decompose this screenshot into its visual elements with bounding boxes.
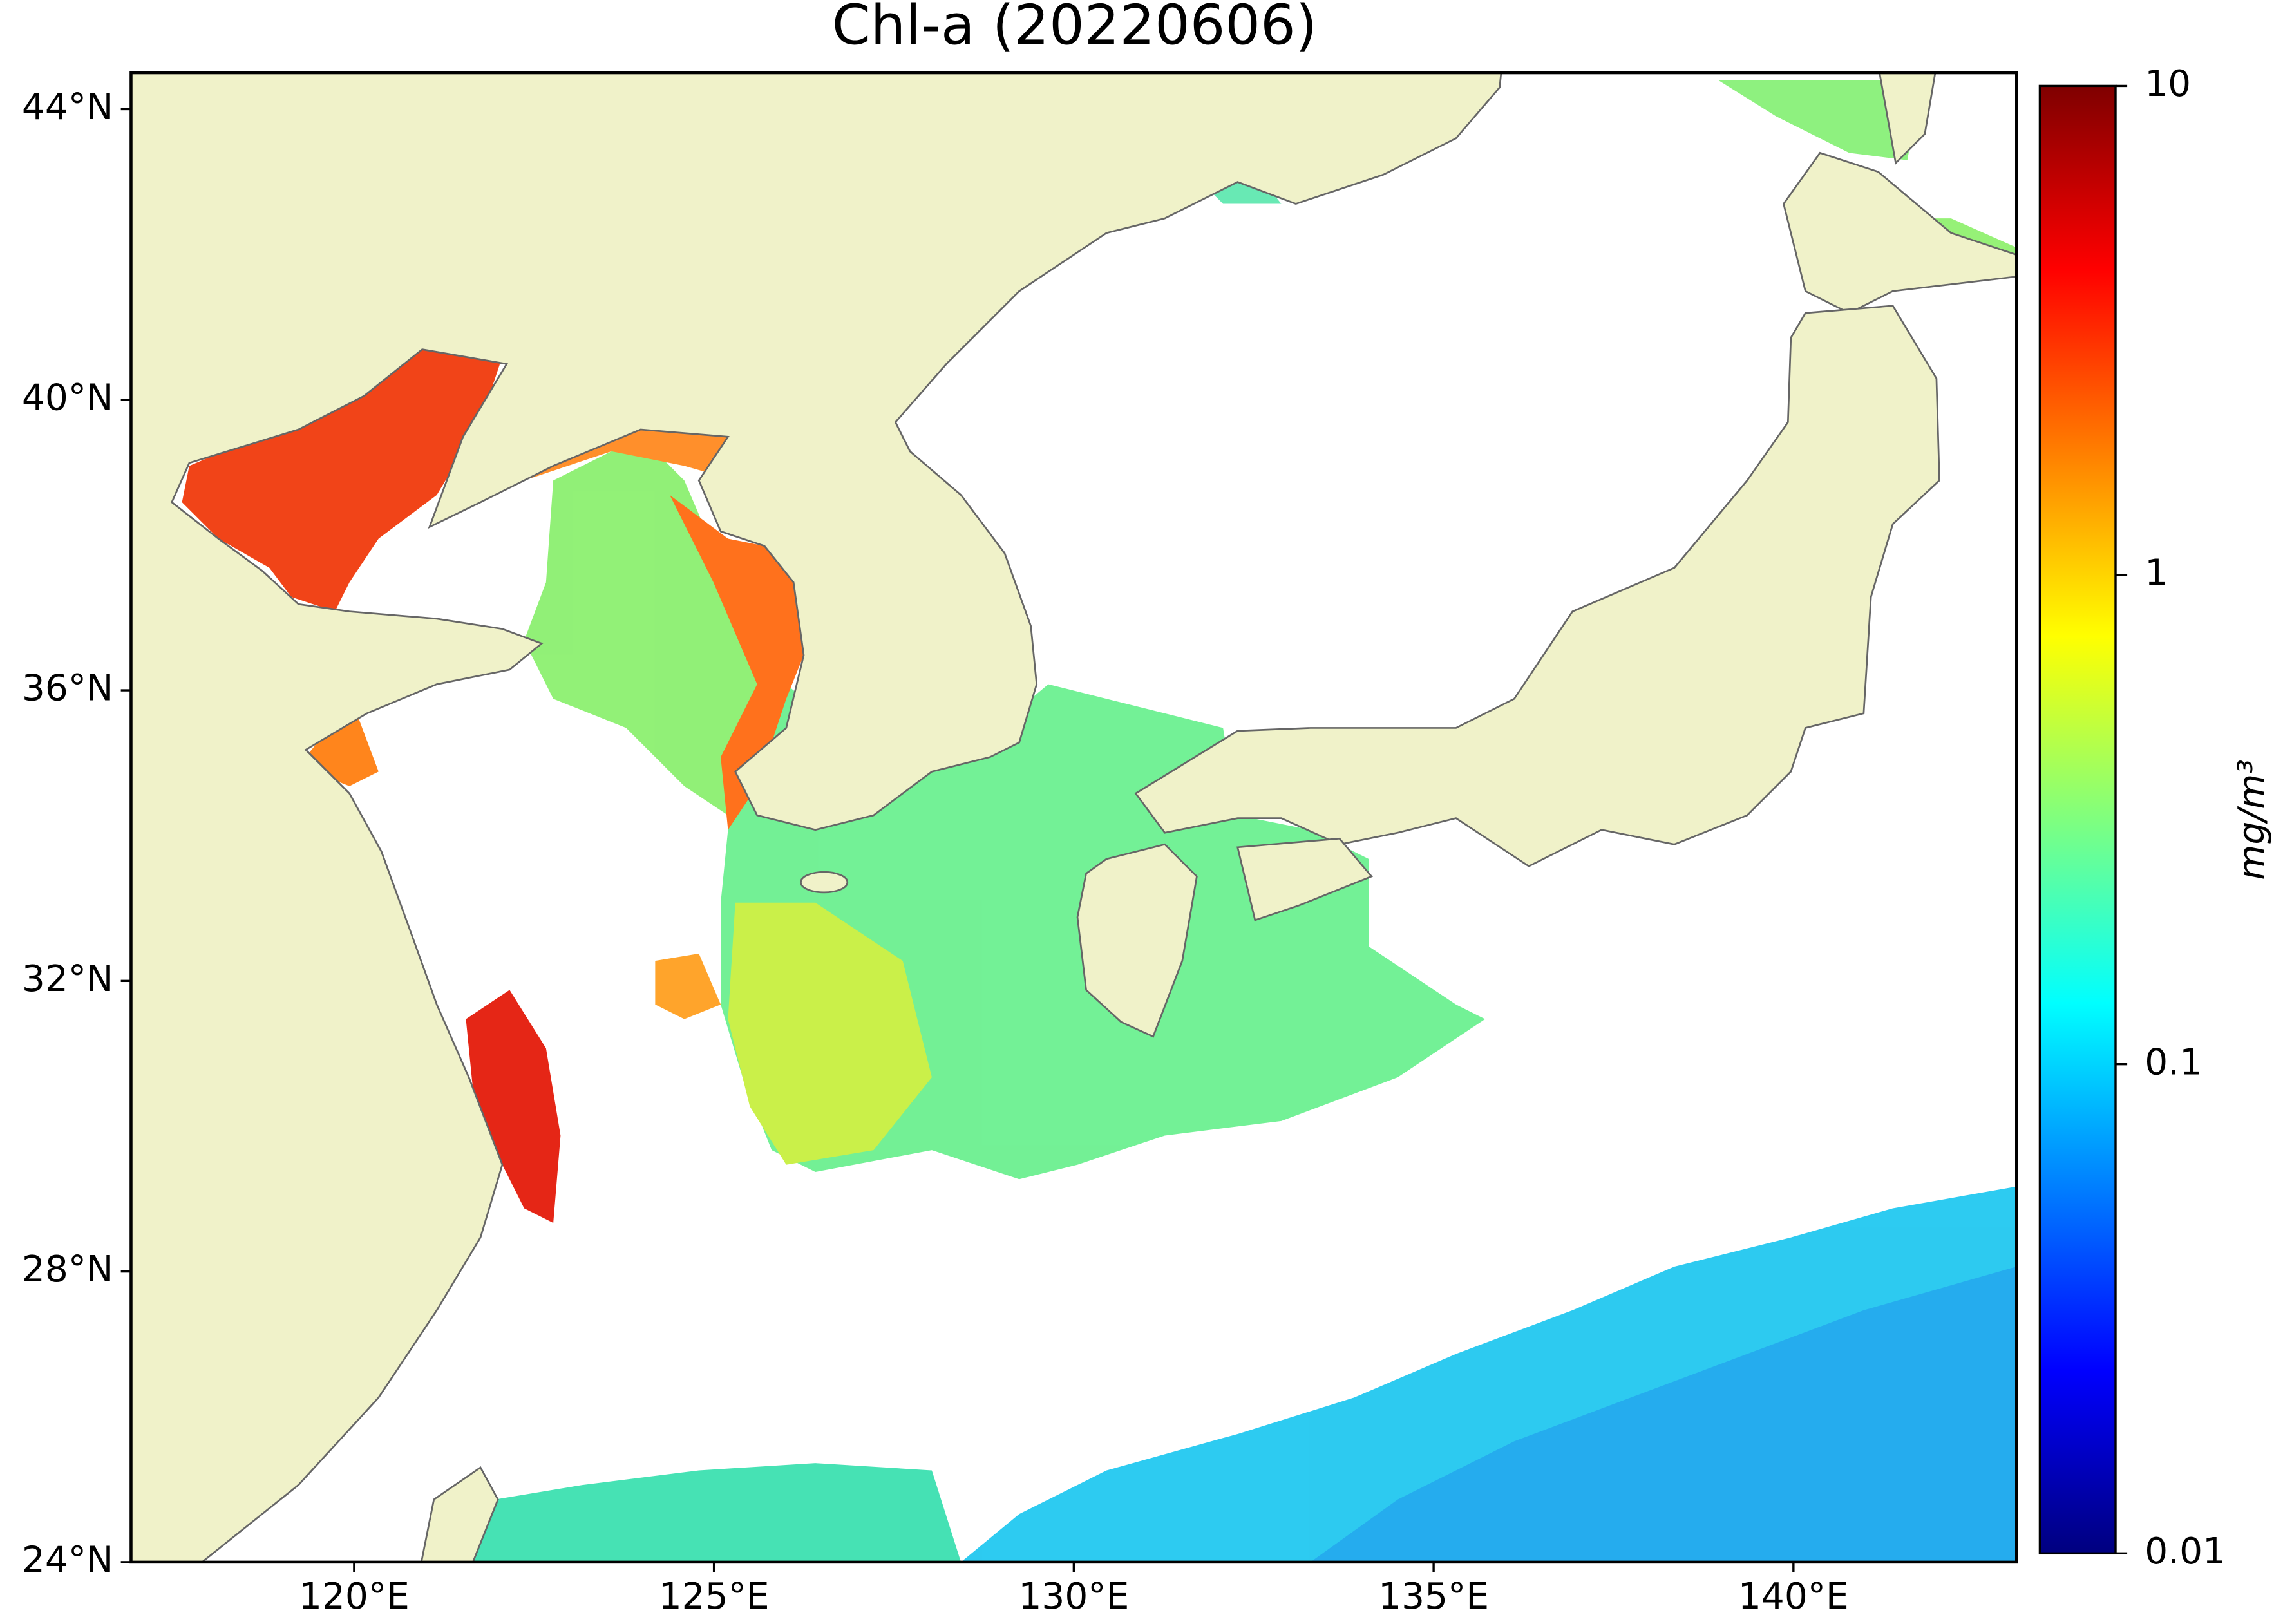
y-tick-label: 24°N	[22, 1540, 113, 1582]
axes: 120°E 125°E 130°E 135°E 140°E 24°N 28°N 32°N 36°…	[22, 63, 2226, 1618]
y-tick-label: 32°N	[22, 958, 113, 1000]
y-tick-label: 40°N	[22, 377, 113, 419]
x-tick-label: 135°E	[1378, 1576, 1489, 1618]
shikoku	[1236, 837, 1373, 921]
x-tick-label: 130°E	[1018, 1576, 1129, 1618]
y-tick-label: 36°N	[22, 668, 113, 710]
map-area	[131, 73, 2017, 1562]
chart-title: Chl-a (20220606)	[832, 0, 1318, 58]
chlorophyll-field	[182, 80, 2017, 1562]
taiwan	[420, 1466, 499, 1562]
mainland-asia	[131, 73, 1502, 1562]
x-tick-label: 120°E	[299, 1576, 410, 1618]
colorbar-tick-label: 1	[2145, 552, 2168, 594]
y-tick-label: 28°N	[22, 1249, 113, 1290]
x-tick-label: 125°E	[659, 1576, 770, 1618]
colorbar	[2038, 84, 2117, 1555]
colorbar-label: mg/m³	[2231, 759, 2273, 880]
honshu	[1134, 305, 1940, 867]
colorbar-tick-label: 0.01	[2145, 1531, 2226, 1572]
colorbar-tick-label: 0.1	[2145, 1041, 2202, 1083]
jeju	[800, 871, 849, 894]
hokkaido	[1783, 151, 2017, 314]
y-tick-label: 44°N	[22, 86, 113, 128]
kyushu	[1076, 843, 1198, 1038]
colorbar-tick-label: 10	[2145, 63, 2191, 105]
x-tick-label: 140°E	[1738, 1576, 1849, 1618]
land	[131, 73, 2017, 1562]
sakhalin	[1879, 73, 1937, 165]
